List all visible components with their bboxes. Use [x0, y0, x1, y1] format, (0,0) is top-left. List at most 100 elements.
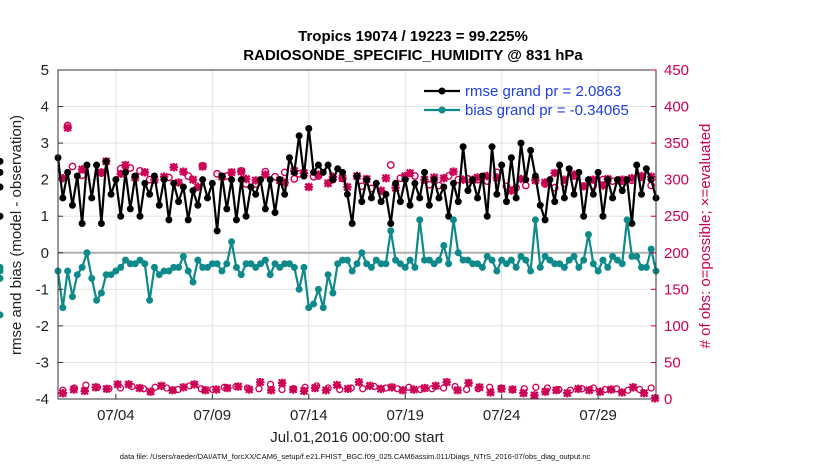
obs-evaluated-marker: [77, 165, 87, 174]
bias-point: [507, 256, 515, 264]
obs-evaluated-marker: [256, 377, 265, 387]
rmse-point: [343, 190, 351, 198]
obs-evaluated-marker: [585, 386, 594, 395]
rmse-point: [623, 176, 631, 184]
rmse-point: [184, 216, 192, 224]
bias-point: [556, 260, 564, 268]
obs-evaluated-marker: [212, 385, 221, 394]
rmse-point: [93, 161, 101, 169]
plot-frame: [57, 69, 657, 400]
bias-point: [618, 260, 626, 268]
y2-tick-label: 50: [664, 354, 681, 371]
x-tick-label: 07/19: [386, 407, 424, 424]
obs-possible-marker: [359, 385, 367, 393]
bias-point: [488, 256, 496, 264]
bias-point: [522, 256, 530, 264]
bias-point: [382, 260, 390, 268]
obs-evaluated-marker: [261, 170, 270, 179]
bias-point: [599, 256, 607, 264]
bias-point: [261, 256, 269, 264]
rmse-point: [179, 183, 187, 191]
rmse-point: [551, 198, 559, 206]
rmse-point: [430, 176, 438, 184]
bias-point: [348, 267, 356, 275]
obs-possible-marker: [184, 172, 193, 180]
obs-evaluated-marker: [174, 178, 183, 187]
y2-tick-label: 300: [664, 172, 689, 189]
bias-point: [478, 263, 486, 271]
obs-evaluated-marker: [146, 387, 155, 396]
bias-point: [541, 252, 549, 260]
rmse-point: [0, 183, 4, 191]
rmse-point: [314, 161, 322, 169]
rmse-point: [73, 172, 81, 180]
rmse-point: [324, 161, 332, 169]
y2-tick-label: 0: [664, 391, 672, 408]
bias-point: [435, 256, 443, 264]
obs-evaluated-marker: [288, 385, 298, 394]
obs-evaluated-marker: [552, 386, 561, 395]
y-tick-label: 4: [41, 99, 49, 116]
obs-possible-marker: [151, 383, 159, 391]
rmse-point: [228, 176, 236, 184]
obs-possible-marker: [255, 385, 263, 393]
rmse-point: [146, 190, 154, 198]
bias-point: [0, 274, 4, 282]
obs-evaluated-marker: [483, 171, 492, 181]
bias-point: [0, 311, 4, 319]
obs-possible-marker: [82, 381, 90, 389]
obs-evaluated-marker: [458, 175, 468, 184]
obs-evaluated-marker: [63, 123, 72, 132]
bias-legend-marker: [438, 106, 446, 114]
obs-evaluated-marker: [431, 381, 440, 391]
bias-point: [131, 260, 139, 268]
rmse-point: [541, 216, 549, 224]
rmse-point: [503, 198, 510, 206]
bias-point: [575, 263, 583, 271]
rmse-point: [421, 168, 429, 176]
rmse-point: [237, 176, 245, 184]
rmse-point: [396, 198, 404, 206]
obs-evaluated-marker: [508, 385, 517, 394]
obs-evaluated-marker: [201, 386, 210, 395]
bias-point: [406, 256, 414, 264]
bias-point: [536, 263, 544, 271]
bias-point: [445, 260, 453, 268]
rmse-point: [372, 179, 380, 187]
obs-evaluated-marker: [157, 381, 166, 391]
bias-point: [358, 249, 366, 257]
rmse-point: [633, 161, 641, 169]
obs-evaluated-marker: [376, 186, 386, 195]
obs-evaluated-marker: [618, 175, 627, 184]
y-tick-label: -3: [36, 354, 49, 371]
bias-point: [68, 293, 76, 301]
rmse-point: [208, 179, 216, 187]
bias-point: [155, 271, 163, 279]
rmse-point: [126, 205, 134, 213]
bias-point: [594, 267, 602, 275]
obs-evaluated-marker: [492, 173, 502, 182]
bias-point: [204, 263, 211, 271]
obs-evaluated-marker: [321, 386, 331, 395]
rmse-point: [416, 194, 424, 202]
rmse-point: [78, 220, 86, 228]
obs-evaluated-marker: [398, 386, 407, 395]
rmse-point: [628, 220, 636, 228]
obs-evaluated-marker: [304, 182, 313, 192]
obs-evaluated-marker: [116, 169, 125, 179]
bias-point: [117, 263, 125, 271]
rmse-point: [199, 176, 207, 184]
obs-possible-marker: [647, 384, 655, 392]
bias-point: [647, 245, 655, 253]
rmse-point: [266, 176, 274, 184]
bias-point: [276, 263, 284, 271]
rmse-point: [589, 190, 597, 198]
obs-evaluated-marker: [332, 380, 342, 390]
bias-point: [584, 231, 592, 238]
rmse-point: [507, 154, 515, 162]
obs-evaluated-marker: [140, 168, 150, 177]
obs-evaluated-marker: [124, 380, 133, 389]
obs-evaluated-marker: [420, 383, 429, 393]
obs-evaluated-marker: [486, 388, 495, 397]
bias-point: [218, 267, 226, 275]
